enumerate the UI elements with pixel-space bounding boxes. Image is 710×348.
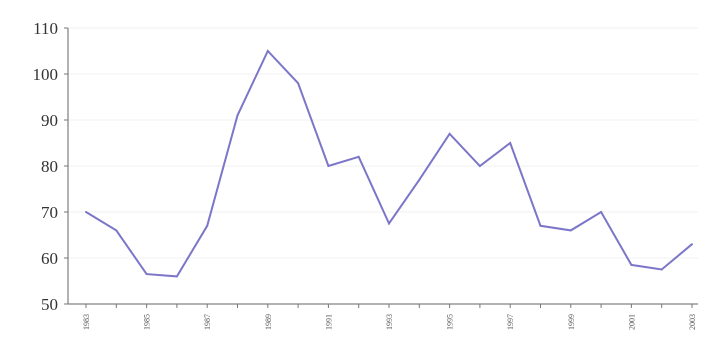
- x-tick-label: 1987: [203, 314, 212, 330]
- x-tick-label: 1999: [567, 314, 576, 330]
- x-tick-label: 1983: [82, 314, 91, 330]
- data-point: [206, 224, 209, 227]
- series: [85, 49, 693, 278]
- y-tick-label: 100: [33, 65, 59, 84]
- x-tick-label: 2003: [688, 314, 697, 330]
- x-tick-label: 1985: [143, 314, 152, 330]
- data-point: [388, 222, 390, 225]
- data-point: [297, 82, 300, 85]
- data-point: [357, 155, 360, 158]
- y-tick-label: 60: [41, 249, 58, 268]
- data-point: [145, 273, 148, 276]
- x-axis-ticks: 1983 1985 1987 1989 1991 1993 1995 1997 1999 2001…: [82, 304, 697, 330]
- y-axis-ticks: 50 60 70 80 90 100 110: [33, 19, 68, 314]
- x-tick-label: 1989: [264, 314, 273, 330]
- data-point: [630, 263, 633, 266]
- data-point: [478, 165, 481, 167]
- data-point: [266, 50, 269, 52]
- x-tick-label: 2001: [627, 314, 636, 330]
- x-tick-label: 1991: [324, 314, 333, 330]
- x-tick-label: 1993: [385, 314, 394, 330]
- y-tick-label: 110: [33, 19, 58, 38]
- data-point: [569, 229, 572, 232]
- data-point: [85, 211, 87, 213]
- data-point: [660, 268, 663, 271]
- y-tick-label: 90: [41, 111, 58, 130]
- data-point: [509, 142, 512, 144]
- data-point: [327, 165, 330, 167]
- data-point: [115, 229, 118, 232]
- data-point: [539, 224, 542, 227]
- series-line: [85, 49, 693, 278]
- data-point: [236, 114, 239, 117]
- x-tick-label: 1995: [446, 314, 455, 330]
- x-tick-label: 1997: [506, 314, 515, 330]
- grid-lines: [68, 27, 698, 259]
- data-point: [448, 132, 451, 135]
- data-point: [691, 243, 693, 246]
- y-tick-label: 70: [41, 203, 58, 222]
- y-tick-label: 80: [41, 157, 58, 176]
- data-point: [600, 211, 603, 213]
- data-point: [175, 275, 178, 278]
- y-tick-label: 50: [41, 295, 58, 314]
- data-point: [418, 178, 421, 181]
